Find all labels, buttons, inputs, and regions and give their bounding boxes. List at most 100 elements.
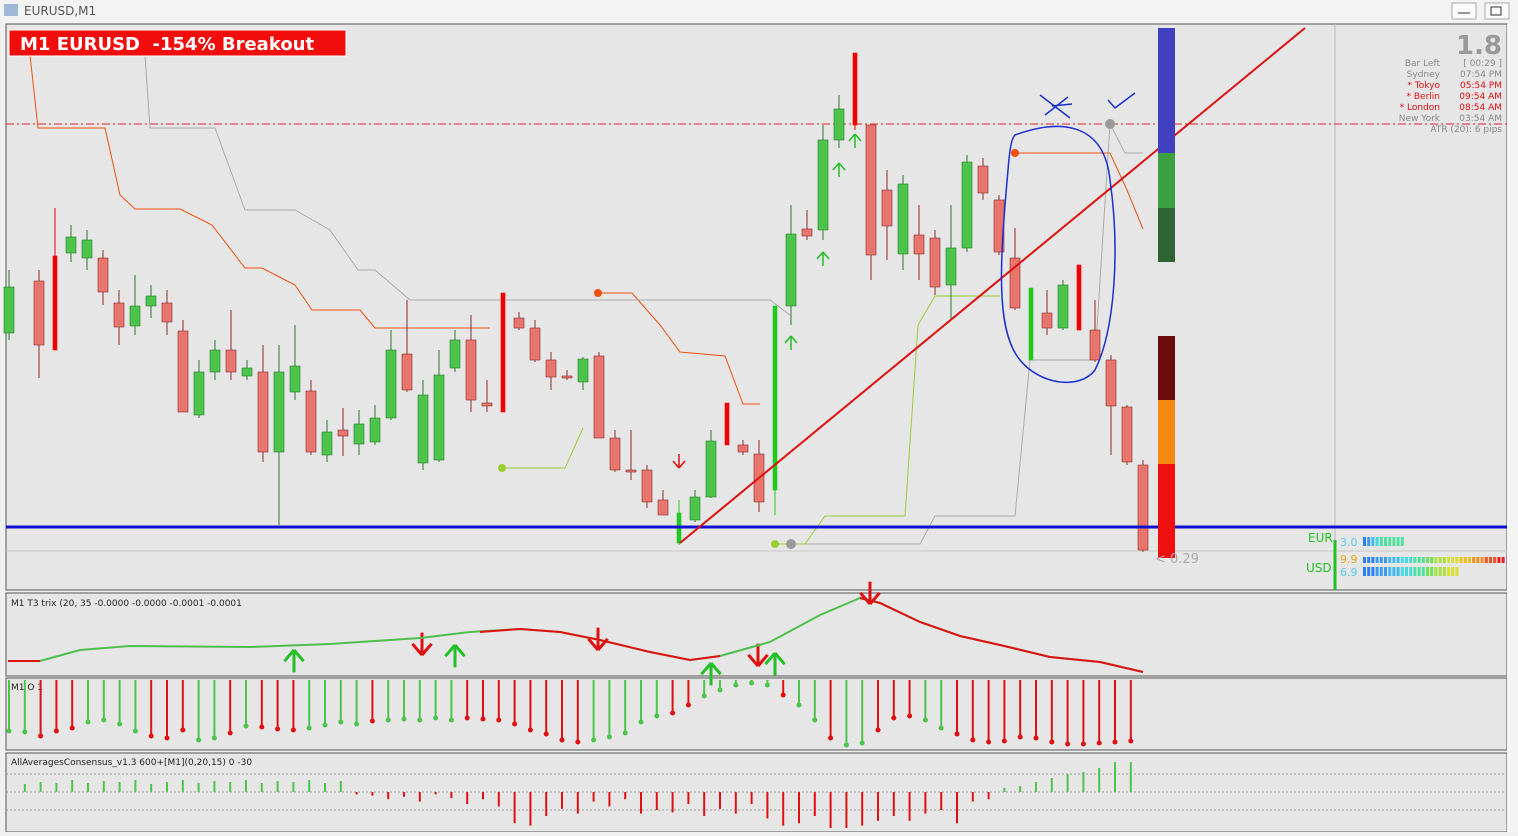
currency-value: 6.9: [1340, 566, 1358, 579]
meter-cell: [1375, 537, 1379, 546]
oscillator-dot: [812, 717, 818, 723]
info-label: * Tokyo: [1407, 81, 1440, 91]
oscillator-dot: [1112, 739, 1118, 745]
oscillator-dot: [1128, 738, 1134, 744]
oscillator-dot: [875, 727, 881, 733]
oscillator-dot: [369, 718, 375, 724]
candle-body: [641, 469, 653, 503]
minimize-button[interactable]: [1451, 2, 1477, 20]
meter-cell: [1392, 557, 1396, 563]
candle-body: [500, 292, 506, 413]
meter-cell: [1384, 537, 1387, 546]
meter-cell: [1405, 567, 1408, 576]
meter-cell: [1375, 557, 1379, 563]
meter-cell: [1379, 567, 1383, 576]
candle-body: [145, 295, 157, 307]
trix-line: [859, 597, 1144, 673]
trend-line: [679, 27, 1306, 544]
candle-body: [785, 233, 797, 307]
meter-cell: [1455, 567, 1459, 576]
candle-body: [577, 358, 589, 383]
meter-cell: [1396, 557, 1400, 563]
oscillator-dot: [464, 715, 470, 721]
meter-cell: [1480, 557, 1484, 563]
meter-cell: [1396, 537, 1400, 546]
candle-body: [433, 374, 445, 461]
meter-cell: [1392, 567, 1396, 576]
oscillator-dot: [117, 721, 123, 727]
trail-line: [502, 427, 584, 469]
oscillator-dot: [512, 721, 518, 727]
currency-value: 9.9: [1340, 553, 1358, 566]
candle-body: [417, 394, 429, 464]
icon: [1490, 6, 1502, 16]
bar-marker: < 0.29: [1155, 552, 1199, 567]
candle-body: [561, 375, 573, 379]
meter-cell: [1388, 557, 1392, 563]
oscillator-dot: [907, 713, 913, 719]
price-axis: [1507, 24, 1518, 832]
candle-body: [724, 402, 730, 446]
meter-cell: [1442, 567, 1446, 576]
stop-line: [1015, 152, 1144, 230]
oscillator-dot: [701, 693, 707, 699]
window-title: EURUSD,M1: [24, 4, 96, 18]
oscillator-dot: [196, 737, 202, 743]
info-label: New York: [1399, 114, 1441, 124]
meter-cell: [1400, 537, 1404, 546]
candle-body: [593, 355, 605, 439]
overlays: [29, 54, 1144, 686]
meter-cell: [1363, 557, 1366, 563]
restore-button[interactable]: [1484, 2, 1510, 20]
dot: [786, 539, 796, 549]
bar-segment: [1158, 336, 1175, 400]
meter-cell: [1489, 557, 1492, 563]
currency-label: EUR: [1308, 531, 1333, 545]
candle-body: [865, 124, 877, 256]
window-controls[interactable]: [1451, 2, 1510, 20]
info-label: * Berlin: [1407, 92, 1440, 102]
meter-cell: [1463, 557, 1467, 563]
oscillator-dot: [38, 733, 44, 739]
candle-body: [52, 255, 58, 351]
candle-body: [1105, 359, 1117, 407]
meter-cell: [1476, 557, 1480, 563]
candle-body: [209, 349, 221, 373]
banner: M1 EURUSD -154% Breakout: [20, 34, 314, 55]
oscillator-dot: [749, 680, 755, 686]
info-value: 07:54 PM: [1460, 70, 1502, 80]
meter-cell: [1442, 557, 1446, 563]
candle-body: [772, 305, 778, 491]
candle-body: [609, 437, 621, 471]
window-icon: [4, 4, 18, 16]
oscillator-dot: [290, 727, 296, 733]
oscillator-dot: [496, 717, 502, 723]
oscillator-dot: [638, 719, 644, 725]
candle-body: [225, 349, 237, 373]
meter-cell: [1396, 567, 1400, 576]
candle-body: [289, 365, 301, 393]
meter-cell: [1409, 557, 1413, 563]
meter-cell: [1400, 567, 1404, 576]
candle-body: [273, 371, 285, 453]
candle-body: [97, 257, 109, 293]
oscillator-dot: [1080, 741, 1086, 747]
strength-bar: [1158, 28, 1175, 558]
oscillator-dot: [53, 728, 59, 734]
meter-cell: [1451, 557, 1455, 563]
meter-cell: [1371, 567, 1375, 576]
candle-body: [513, 317, 525, 329]
meter-cell: [1438, 567, 1442, 576]
candles: [3, 52, 1149, 552]
meter-cell: [1493, 557, 1497, 563]
candle-body: [193, 371, 205, 416]
oscillator-dot: [180, 727, 186, 733]
meter-cell: [1421, 567, 1425, 576]
oscillator-dot: [654, 713, 660, 719]
up-arrow: [283, 649, 305, 673]
meter-cell: [1434, 567, 1438, 576]
oscillator-dot: [85, 719, 91, 725]
info-value: 03:54 AM: [1459, 114, 1502, 124]
candle-body: [113, 302, 125, 328]
candle-body: [129, 305, 141, 327]
